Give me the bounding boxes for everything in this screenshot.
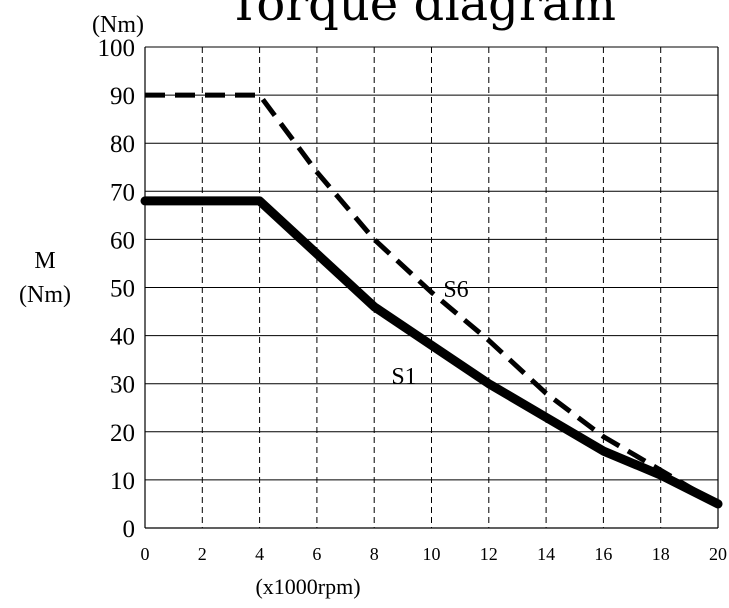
series-line-s1 <box>140 196 723 509</box>
y-tick-label-30: 30 <box>110 372 135 399</box>
x-tick-label-12: 12 <box>480 544 498 564</box>
series-label-s6: S6 <box>443 277 468 303</box>
tick-labels: 0 10 20 30 40 50 60 70 80 90 100 0 2 4 6 8 10 12 14 16 18 20 <box>98 35 728 564</box>
y-tick-label-20: 20 <box>110 420 135 447</box>
y-tick-label-90: 90 <box>110 83 135 110</box>
x-tick-label-14: 14 <box>537 544 555 564</box>
x-tick-label-18: 18 <box>652 544 670 564</box>
y-tick-label-10: 10 <box>110 468 135 495</box>
y-tick-label-80: 80 <box>110 131 135 158</box>
chart-title: Torque diagram <box>228 0 616 32</box>
x-tick-label-6: 6 <box>312 544 321 564</box>
y-unit-top: (Nm) <box>92 12 144 38</box>
x-tick-label-20: 20 <box>709 544 727 564</box>
x-tick-label-8: 8 <box>370 544 379 564</box>
grid <box>144 46 719 529</box>
y-tick-label-40: 40 <box>110 324 135 351</box>
series-lines <box>140 92 723 509</box>
y-tick-label-70: 70 <box>110 179 135 206</box>
y-tick-label-60: 60 <box>110 227 135 254</box>
y-tick-label-100: 100 <box>98 35 136 62</box>
x-tick-label-4: 4 <box>255 544 264 564</box>
x-tick-label-2: 2 <box>198 544 207 564</box>
x-tick-label-16: 16 <box>594 544 612 564</box>
x-tick-label-0: 0 <box>141 544 150 564</box>
x-axis-label: (x1000rpm) <box>255 574 360 599</box>
series-label-s1: S1 <box>391 364 416 390</box>
y-tick-label-0: 0 <box>123 516 136 543</box>
y-tick-label-50: 50 <box>110 276 135 303</box>
series-line-s6 <box>145 92 720 507</box>
x-tick-label-10: 10 <box>423 544 441 564</box>
y-axis-label-unit: (Nm) <box>19 282 71 308</box>
y-axis-label-symbol: M <box>34 248 55 274</box>
